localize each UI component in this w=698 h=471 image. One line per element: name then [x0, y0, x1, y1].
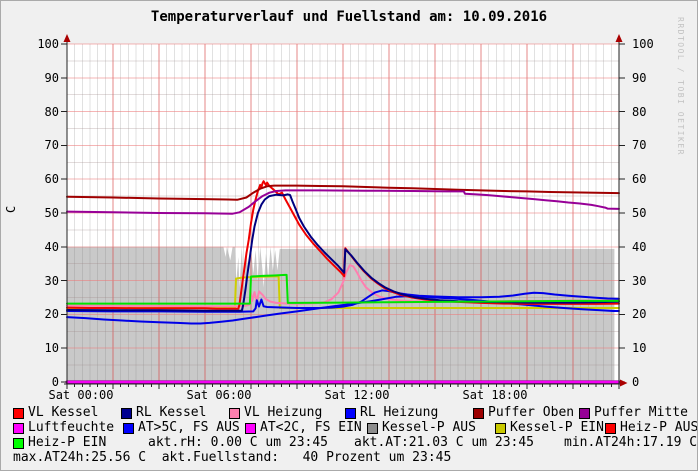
- legend-item-at-5c-fs-aus: AT>5C, FS AUS: [123, 421, 240, 435]
- legend-row: VL Kessel RL Kessel VL Heizung RL Heizung Pu…: [1, 406, 697, 421]
- legend-item-puffer-oben: Puffer Oben: [473, 406, 574, 420]
- y-tick-label: 90: [632, 70, 647, 85]
- y-tick-label: 100: [632, 37, 654, 51]
- y-axis-unit-label: C: [4, 205, 18, 213]
- legend-item-puffer-mitte: Puffer Mitte: [579, 406, 688, 420]
- legend-item-kessel-p-ein: Kessel-P EIN: [495, 421, 604, 435]
- y-tick-label: 40: [44, 239, 59, 254]
- legend-swatch: [13, 422, 24, 434]
- legend-label: Puffer Oben: [488, 405, 575, 420]
- y-tick-label: 40: [632, 239, 647, 254]
- legend-label: RL Heizung: [360, 405, 439, 420]
- y-tick-label: 80: [44, 104, 59, 119]
- legend-label: Heiz-P EIN: [28, 435, 107, 450]
- x-axis-arrow: [620, 379, 628, 387]
- legend-label: AT>5C, FS AUS: [138, 420, 240, 435]
- legend-item-min-at24h-17-19-c: min.AT24h:17.19 C: [564, 436, 697, 450]
- legend-swatch: [473, 407, 484, 419]
- x-tick-label: Sat 00:00: [48, 388, 114, 402]
- y-tick-label: 10: [44, 341, 59, 356]
- x-tick-label: Sat 06:00: [186, 388, 252, 402]
- legend-item-rl-heizung: RL Heizung: [345, 406, 438, 420]
- y-tick-label: 50: [632, 206, 647, 220]
- y-axis-arrow-right: [615, 34, 623, 42]
- legend-swatch: [13, 407, 24, 419]
- legend-swatch: [579, 407, 590, 419]
- legend-item-akt-at-21-03-c-um-23-45: akt.AT:21.03 C um 23:45: [354, 436, 534, 450]
- legend-swatch: [495, 422, 506, 434]
- legend-swatch: [13, 437, 24, 449]
- y-tick-label: 0: [51, 375, 59, 389]
- chart-title: Temperaturverlauf und Fuellstand am: 10.…: [150, 9, 548, 25]
- legend-label: akt.AT:21.03 C um 23:45: [354, 435, 535, 450]
- legend-label: AT<2C, FS EIN: [260, 420, 362, 435]
- y-tick-label: 90: [44, 70, 59, 85]
- legend-row: max.AT24h:25.56 C akt.Fuellstand: 40 Pro…: [1, 451, 697, 466]
- legend-label: RL Kessel: [136, 405, 207, 420]
- legend-swatch: [367, 422, 378, 434]
- legend-label: akt.rH: 0.00 C um 23:45: [148, 435, 329, 450]
- y-tick-label: 20: [44, 307, 59, 322]
- y-tick-label: 30: [44, 273, 59, 288]
- legend-item-rl-kessel: RL Kessel: [121, 406, 206, 420]
- y-tick-label: 50: [44, 206, 59, 220]
- legend-label: VL Kessel: [28, 405, 99, 420]
- chart-plot: [61, 34, 628, 389]
- legend-item-at-2c-fs-ein: AT<2C, FS EIN: [245, 421, 362, 435]
- legend-item-max-at24h-25-56-c-akt-fuellstand-40-prozent-um-23-45: max.AT24h:25.56 C akt.Fuellstand: 40 Pro…: [13, 451, 451, 465]
- legend-label: Puffer Mitte: [594, 405, 688, 420]
- legend-item-vl-kessel: VL Kessel: [13, 406, 98, 420]
- series-puffer-mitte: [66, 189, 620, 215]
- series-at-5c-fs-aus-aussentemperatur-: [66, 295, 620, 325]
- legend-label: Luftfeuchte: [28, 420, 115, 435]
- y-tick-label: 0: [632, 375, 640, 389]
- legend-item-akt-rh-0-00-c-um-23-45: akt.rH: 0.00 C um 23:45: [148, 436, 328, 450]
- legend-swatch: [245, 422, 256, 434]
- legend-item-kessel-p-aus: Kessel-P AUS: [367, 421, 476, 435]
- legend-label: Heiz-P AUS: [620, 420, 698, 435]
- x-tick-label: Sat 12:00: [324, 388, 390, 402]
- y-tick-label: 30: [632, 273, 647, 288]
- legend-item-heiz-p-ein: Heiz-P EIN: [13, 436, 106, 450]
- y-tick-label: 20: [632, 307, 647, 322]
- rrdtool-watermark: RRDTOOL / TOBI OETIKER: [676, 17, 685, 156]
- y-tick-label: 100: [37, 37, 59, 51]
- x-tick-label: Sat 18:00: [462, 388, 528, 402]
- y-tick-label: 60: [44, 172, 59, 187]
- legend-swatch: [345, 407, 356, 419]
- legend-swatch: [605, 422, 616, 434]
- y-tick-label: 60: [632, 172, 647, 187]
- legend-row: Luftfeuchte AT>5C, FS AUS AT<2C, FS EIN Kes…: [1, 421, 697, 436]
- series-rl-kessel: [66, 193, 620, 312]
- series-rl-heizung: [66, 289, 620, 313]
- legend-label: VL Heizung: [244, 405, 323, 420]
- legend-item-vl-heizung: VL Heizung: [229, 406, 322, 420]
- y-tick-label: 10: [632, 341, 647, 356]
- legend-swatch: [229, 407, 240, 419]
- legend-label: Kessel-P EIN: [510, 420, 604, 435]
- y-tick-label: 70: [44, 138, 59, 153]
- legend-item-heiz-p-aus: Heiz-P AUS: [605, 420, 698, 435]
- legend-swatch: [123, 422, 134, 434]
- legend-swatch: [121, 407, 132, 419]
- series-puffer-oben: [66, 184, 620, 201]
- series-heiz-p-ein: [66, 273, 620, 305]
- legend-label: min.AT24h:17.19 C: [564, 435, 698, 450]
- legend-row: Heiz-P EIN akt.rH: 0.00 C um 23:45 akt.AT:…: [1, 436, 697, 451]
- y-axis-arrow-left: [63, 34, 71, 42]
- y-tick-label: 70: [632, 138, 647, 153]
- y-tick-label: 80: [632, 104, 647, 119]
- legend-item-luftfeuchte: Luftfeuchte: [13, 421, 114, 435]
- legend-label: Kessel-P AUS: [382, 420, 476, 435]
- legend-label: max.AT24h:25.56 C akt.Fuellstand: 40 Pro…: [13, 450, 452, 465]
